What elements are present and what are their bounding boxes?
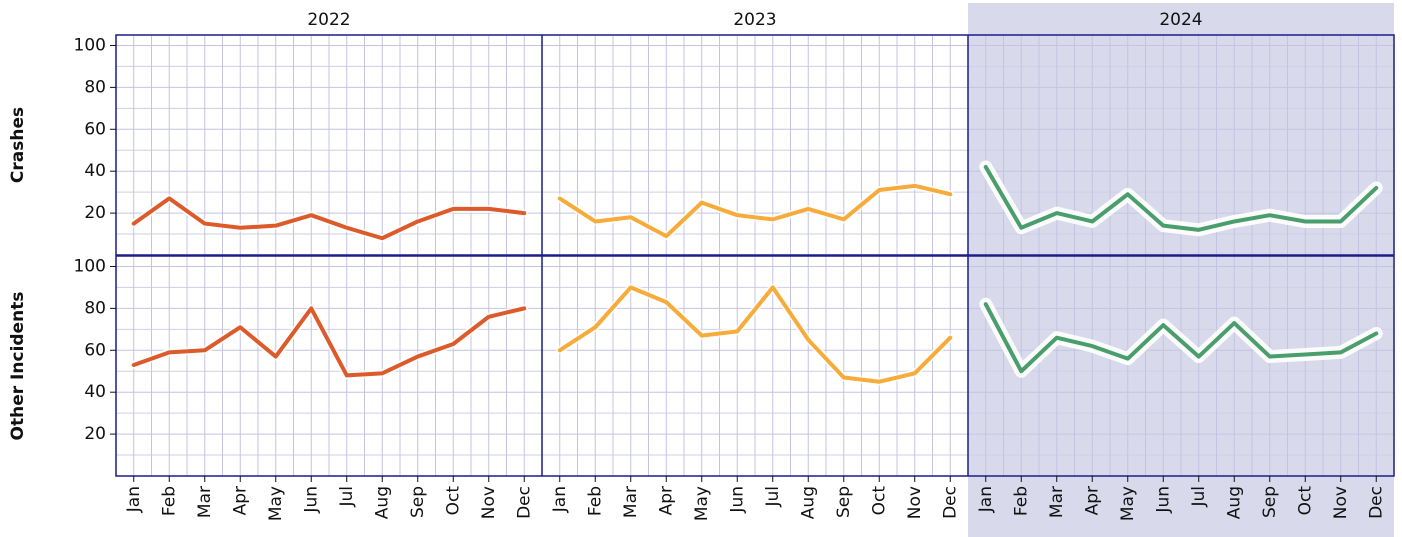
x-tick-label: Jun — [1153, 486, 1173, 514]
series-line — [131, 196, 527, 241]
x-tick-label: May — [692, 486, 712, 521]
y-tick-label: 40 — [84, 382, 106, 402]
x-tick-label: May — [266, 486, 286, 521]
x-tick-label: Mar — [1047, 486, 1067, 518]
x-tick-label: Dec — [940, 486, 960, 519]
column-header: 2023 — [733, 10, 776, 30]
y-tick-label: 60 — [84, 119, 106, 139]
panel-border — [115, 255, 1395, 477]
series-line — [557, 285, 953, 384]
x-tick-label: Nov — [479, 486, 499, 519]
x-tick-label: Mar — [195, 486, 215, 518]
x-tick-label: Dec — [514, 486, 534, 519]
y-tick-label: 60 — [84, 340, 106, 360]
x-tick-label: Nov — [1331, 486, 1351, 519]
x-tick-label: Aug — [372, 486, 392, 519]
y-tick-label: 100 — [74, 35, 106, 55]
y-tick-label: 80 — [84, 298, 106, 318]
x-tick-label: Feb — [159, 486, 179, 516]
x-tick-label: Apr — [656, 486, 676, 515]
series-line — [131, 306, 527, 378]
x-tick-label: Jun — [727, 486, 747, 514]
x-tick-label: Jan — [550, 486, 570, 513]
series-line — [983, 302, 1379, 374]
y-tick-label: 20 — [84, 203, 106, 223]
x-tick-label: Nov — [905, 486, 925, 519]
x-tick-label: Sep — [408, 486, 428, 518]
column-header: 2024 — [1159, 10, 1202, 30]
x-tick-label: Sep — [1260, 486, 1280, 518]
x-tick-label: Oct — [869, 486, 889, 516]
panel-border — [115, 34, 1395, 256]
x-tick-label: Jan — [124, 486, 144, 513]
x-tick-label: Aug — [798, 486, 818, 519]
x-tick-label: May — [1118, 486, 1138, 521]
y-tick-label: 40 — [84, 161, 106, 181]
x-tick-label: Oct — [1295, 486, 1315, 516]
x-tick-label: Mar — [621, 486, 641, 518]
series-line — [983, 165, 1379, 232]
x-tick-label: Aug — [1224, 486, 1244, 519]
x-tick-label: Dec — [1366, 486, 1386, 519]
x-tick-label: Jan — [976, 486, 996, 513]
x-tick-label: Sep — [834, 486, 854, 518]
y-tick-label: 20 — [84, 424, 106, 444]
x-tick-label: Jul — [1189, 486, 1209, 508]
row-label: Other Incidents — [8, 292, 28, 441]
column-header: 2022 — [307, 10, 350, 30]
x-tick-label: Feb — [1011, 486, 1031, 516]
x-tick-label: Jul — [337, 486, 357, 508]
series-line — [557, 183, 953, 239]
x-tick-label: Apr — [230, 486, 250, 515]
x-tick-label: Jul — [763, 486, 783, 508]
y-tick-label: 100 — [74, 256, 106, 276]
x-tick-label: Feb — [585, 486, 605, 516]
x-tick-label: Apr — [1082, 486, 1102, 515]
row-label: Crashes — [8, 107, 28, 183]
y-tick-label: 80 — [84, 77, 106, 97]
x-tick-label: Oct — [443, 486, 463, 516]
x-tick-label: Jun — [301, 486, 321, 514]
